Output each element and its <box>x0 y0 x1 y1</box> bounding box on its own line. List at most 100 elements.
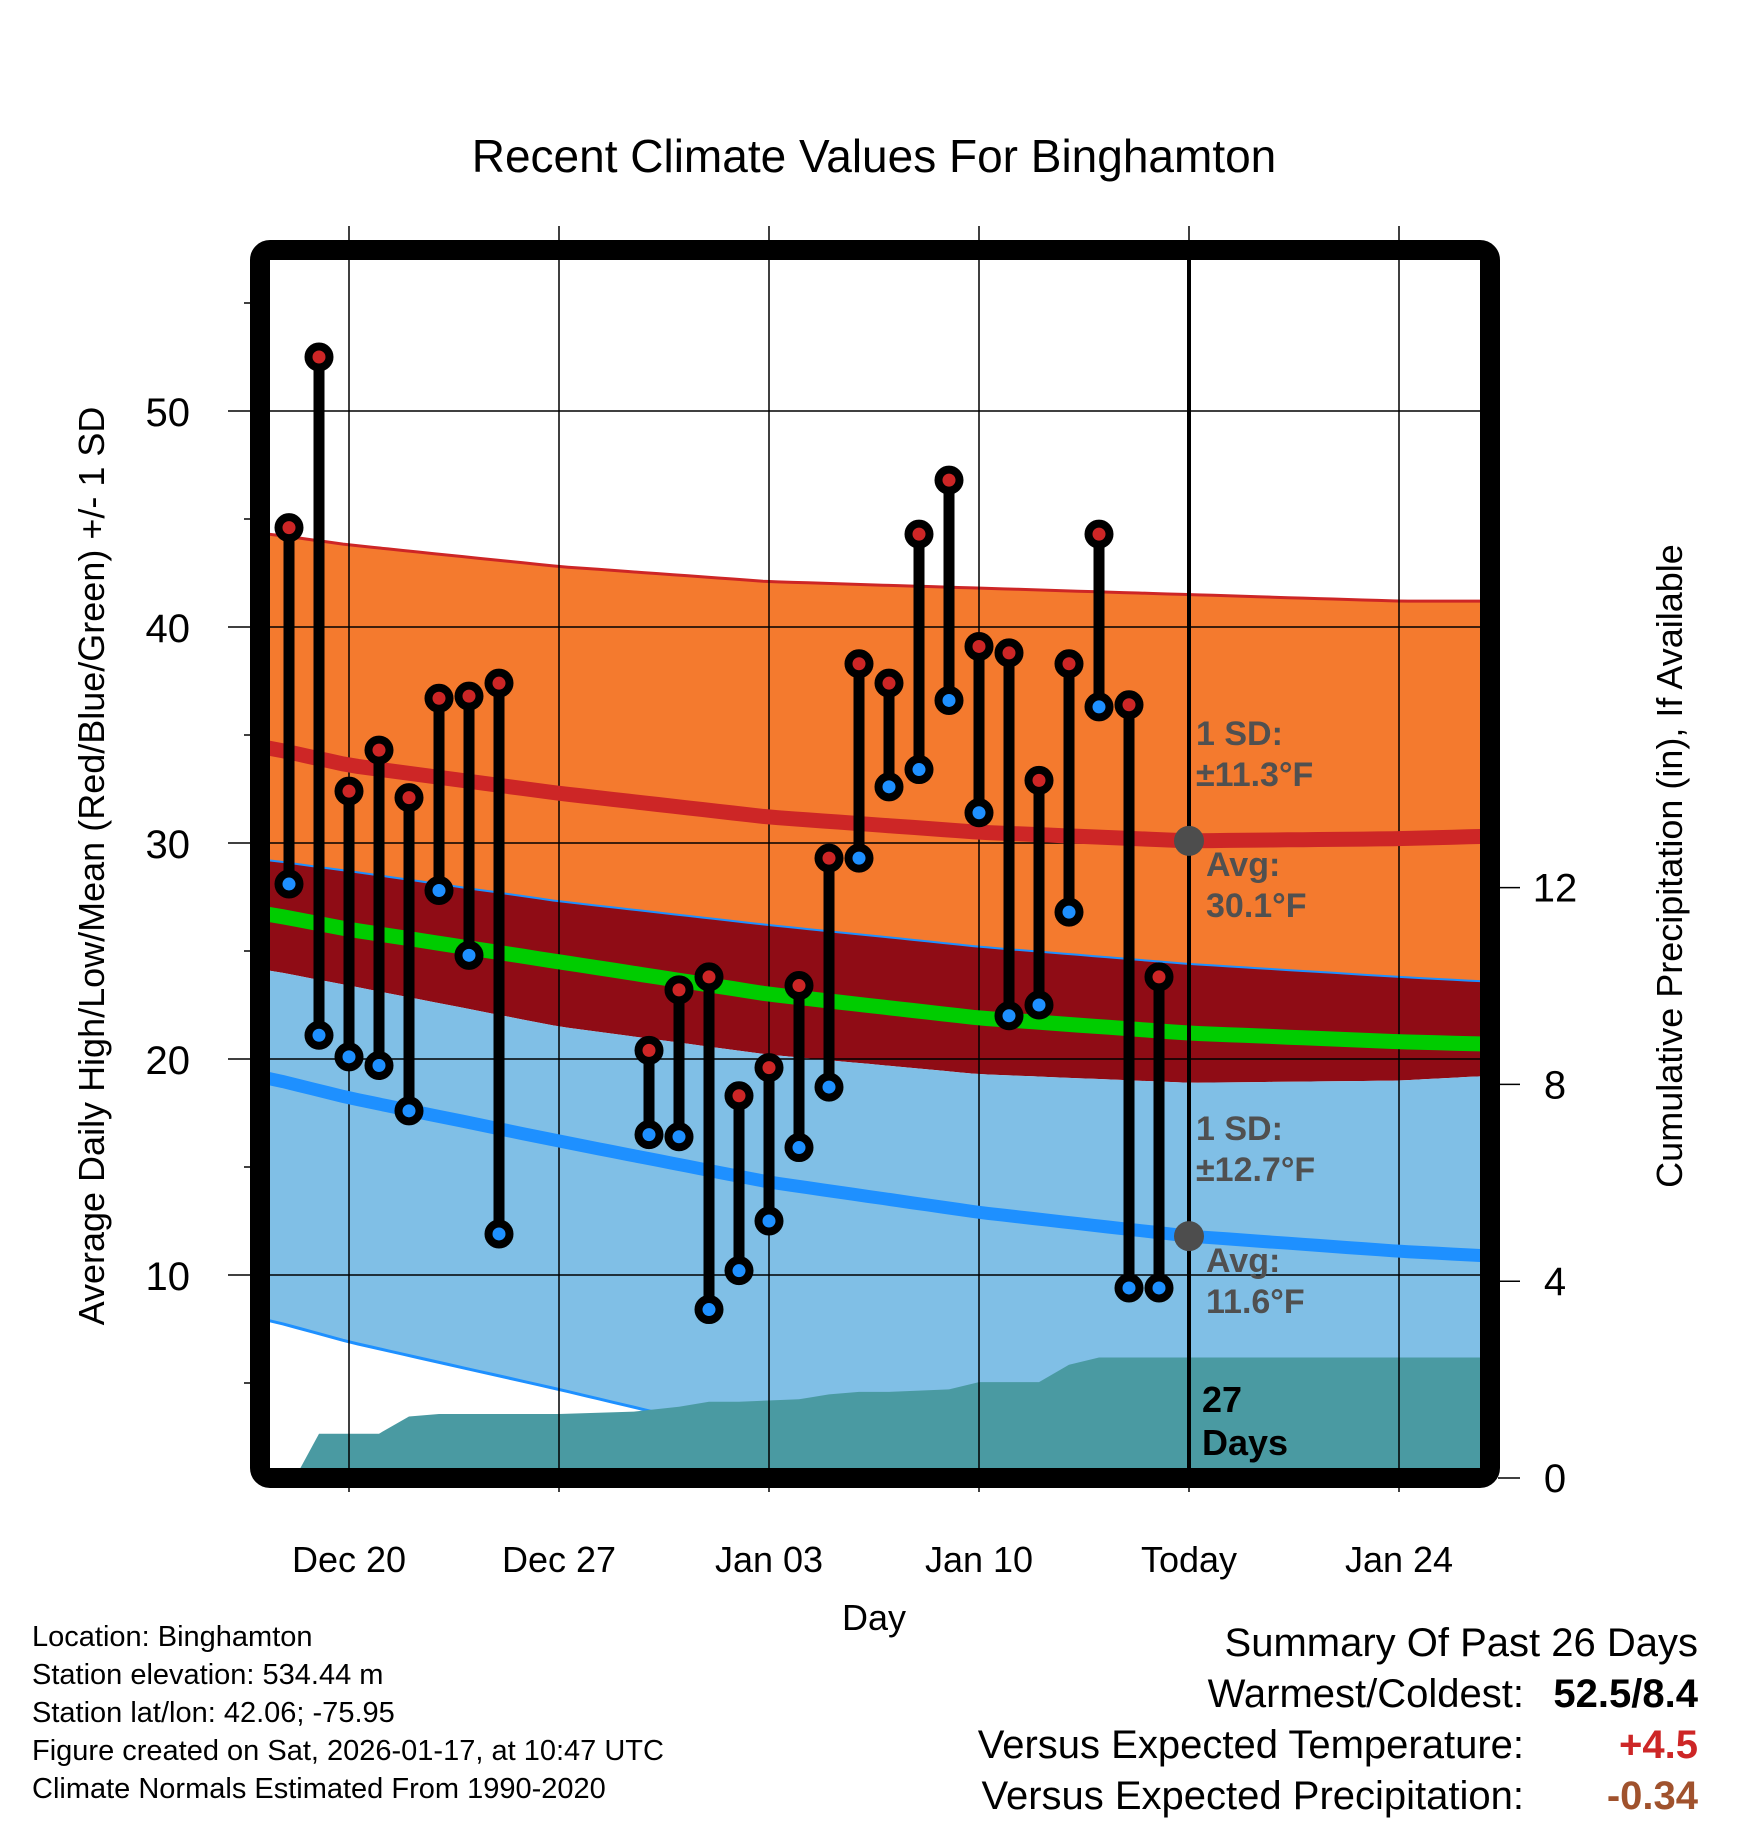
high-marker <box>1114 690 1144 720</box>
low-marker <box>904 755 934 785</box>
y-tick-label: 30 <box>146 823 191 867</box>
high-marker <box>484 668 514 698</box>
low-marker <box>274 869 304 899</box>
warmest-coldest-label: Warmest/Coldest: <box>1207 1672 1524 1716</box>
footer-normals: Climate Normals Estimated From 1990-2020 <box>32 1773 606 1805</box>
high-marker <box>1054 649 1084 679</box>
high-marker <box>874 668 904 698</box>
low-marker <box>334 1042 364 1072</box>
summary-precipitation: Versus Expected Precipitation: -0.34 <box>978 1771 1698 1822</box>
high-marker <box>1144 962 1174 992</box>
high-avg-annotation-line2: 30.1°F <box>1206 887 1307 925</box>
high-plus-sd-line <box>270 532 1480 603</box>
low-marker <box>964 798 994 828</box>
x-axis-label: Day <box>842 1597 906 1638</box>
low-marker <box>484 1219 514 1249</box>
high-marker <box>424 683 454 713</box>
high-marker <box>364 735 394 765</box>
high-marker <box>1084 519 1114 549</box>
high-avg-annotation-line1: Avg: <box>1206 846 1280 884</box>
low-marker <box>1144 1273 1174 1303</box>
low-sd-band <box>270 970 1480 1468</box>
temp-anomaly-label: Versus Expected Temperature: <box>977 1723 1524 1767</box>
low-marker <box>934 685 964 715</box>
y-axis-label: Average Daily High/Low/Mean (Red/Blue/Gr… <box>71 407 112 1326</box>
low-avg-line <box>270 1072 1480 1262</box>
low-marker <box>1084 692 1114 722</box>
low-marker <box>814 1072 844 1102</box>
low-avg-annotation: Avg: 11.6°F <box>1206 1242 1305 1321</box>
high-marker <box>724 1081 754 1111</box>
high-marker <box>784 971 814 1001</box>
low-marker <box>694 1295 724 1325</box>
plot-frame <box>250 240 1500 1488</box>
y2-tick-label: 12 <box>1533 867 1578 911</box>
x-tick-label: Jan 03 <box>715 1539 823 1580</box>
summary-title: Summary Of Past 26 Days <box>1224 1621 1698 1665</box>
y-tick-label: 10 <box>146 1255 191 1299</box>
days-annotation: 27 Days <box>1202 1379 1288 1463</box>
y2-axis-label: Cumulative Precipitation (in), If Availa… <box>1649 544 1690 1188</box>
high-sd-annotation-line1: 1 SD: <box>1196 715 1283 753</box>
high-avg-annotation: Avg: 30.1°F <box>1206 846 1307 925</box>
footer-elevation: Station elevation: 534.44 m <box>32 1659 384 1691</box>
high-marker <box>634 1035 664 1065</box>
low-marker <box>454 940 484 970</box>
summary-warmest-coldest: Warmest/Coldest: 52.5/8.4 <box>978 1669 1698 1720</box>
x-tick-label: Jan 10 <box>925 1539 1033 1580</box>
high-sd-annotation: 1 SD: ±11.3°F <box>1196 715 1313 794</box>
low-marker <box>634 1120 664 1150</box>
low-marker <box>364 1050 394 1080</box>
station-info: Location: Binghamton Station elevation: … <box>32 1618 664 1808</box>
temp-anomaly-value: +4.5 <box>1619 1723 1698 1767</box>
low-marker <box>424 876 454 906</box>
days-annotation-line1: 27 <box>1202 1379 1242 1420</box>
x-tick-label: Dec 27 <box>502 1539 616 1580</box>
low-marker <box>1114 1273 1144 1303</box>
y2-tick-label: 8 <box>1544 1063 1566 1107</box>
low-marker <box>304 1020 334 1050</box>
y2-tick-label: 0 <box>1544 1457 1566 1501</box>
y-tick-label: 20 <box>146 1039 191 1083</box>
high-marker <box>994 638 1024 668</box>
today-high-avg-marker <box>1174 825 1204 856</box>
days-annotation-line2: Days <box>1202 1422 1288 1463</box>
low-marker <box>1024 990 1054 1020</box>
chart-title: Recent Climate Values For Binghamton <box>472 130 1277 182</box>
high-marker <box>394 783 424 813</box>
high-marker <box>814 843 844 873</box>
today-low-avg-marker <box>1174 1221 1204 1252</box>
low-sd-annotation: 1 SD: ±12.7°F <box>1196 1110 1315 1189</box>
low-avg-annotation-line1: Avg: <box>1206 1242 1280 1280</box>
low-sd-annotation-line1: 1 SD: <box>1196 1110 1283 1148</box>
summary-temperature: Versus Expected Temperature: +4.5 <box>978 1720 1698 1771</box>
high-marker <box>934 465 964 495</box>
high-marker <box>664 975 694 1005</box>
footer-location: Location: Binghamton <box>32 1621 313 1653</box>
high-marker <box>1024 765 1054 795</box>
high-marker <box>304 342 334 372</box>
high-marker <box>454 681 484 711</box>
low-marker <box>754 1206 784 1236</box>
high-marker <box>904 519 934 549</box>
high-sd-band <box>270 534 1480 982</box>
precipitation-area <box>295 1357 1480 1468</box>
high-marker <box>964 631 994 661</box>
x-tick-label: Today <box>1141 1539 1237 1580</box>
high-marker <box>694 962 724 992</box>
low-marker <box>664 1122 694 1152</box>
high-marker <box>754 1053 784 1083</box>
precip-anomaly-value: -0.34 <box>1606 1774 1698 1818</box>
low-sd-annotation-line2: ±12.7°F <box>1196 1151 1315 1189</box>
low-avg-annotation-line2: 11.6°F <box>1206 1283 1305 1321</box>
high-marker <box>334 776 364 806</box>
low-marker <box>1054 897 1084 927</box>
high-marker <box>274 513 304 543</box>
low-marker <box>724 1256 754 1286</box>
x-tick-label: Jan 24 <box>1345 1539 1453 1580</box>
summary-panel: Summary Of Past 26 Days Warmest/Coldest:… <box>978 1618 1698 1822</box>
x-tick-label: Dec 20 <box>292 1539 406 1580</box>
precip-anomaly-label: Versus Expected Precipitation: <box>981 1774 1524 1818</box>
low-marker <box>874 772 904 802</box>
